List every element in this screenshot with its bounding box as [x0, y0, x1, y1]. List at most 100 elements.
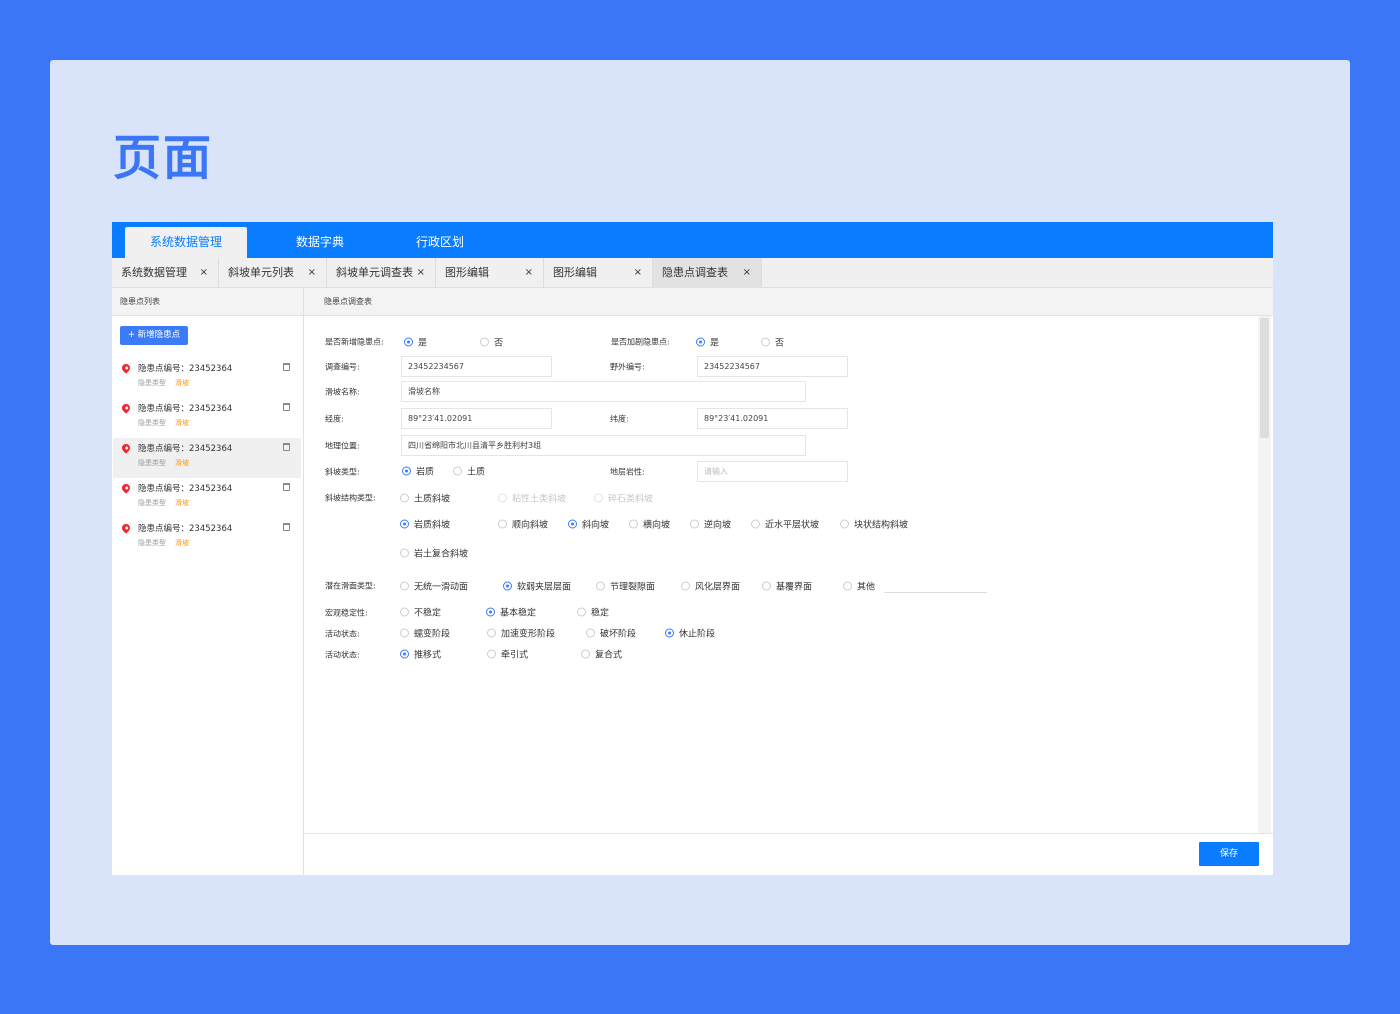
radio-circle[interactable]	[486, 607, 495, 617]
hazard-list-item[interactable]: 隐患点编号：23452364 隐患类型 滑坡	[113, 478, 301, 518]
structure-rock-radio[interactable]: 近水平层状坡	[751, 518, 819, 531]
radio-circle[interactable]	[400, 548, 409, 558]
radio-circle[interactable]	[594, 493, 603, 503]
hazard-list-item[interactable]: 隐患点编号：23452364 隐患类型 滑坡	[113, 358, 301, 398]
slip-surface-radio[interactable]: 无统一滑动面	[400, 580, 468, 593]
activity2-radio[interactable]: 推移式	[400, 648, 441, 661]
radio-circle[interactable]	[498, 493, 507, 503]
radio-circle[interactable]	[581, 649, 590, 659]
is-new-radio[interactable]: 否	[480, 336, 503, 349]
close-icon[interactable]: ×	[742, 267, 751, 278]
radio-circle[interactable]	[762, 581, 771, 591]
structure-rock-radio[interactable]: 顺向斜坡	[498, 518, 548, 531]
structure-rock-radio[interactable]: 斜向坡	[568, 518, 609, 531]
field-no-input[interactable]	[697, 356, 848, 377]
delete-icon[interactable]	[283, 363, 290, 371]
structure-rock-radio[interactable]: 横向坡	[629, 518, 670, 531]
radio-circle[interactable]	[400, 493, 409, 503]
stability-radio[interactable]: 稳定	[577, 606, 609, 619]
radio-circle[interactable]	[843, 581, 852, 591]
slope-name-input[interactable]	[401, 381, 806, 402]
page-tab[interactable]: 图形编辑 ×	[436, 258, 544, 288]
radio-circle[interactable]	[487, 649, 496, 659]
is-new-radio[interactable]: 是	[404, 336, 427, 349]
radio-circle[interactable]	[503, 581, 512, 591]
radio-circle[interactable]	[480, 337, 489, 347]
activity2-radio[interactable]: 复合式	[581, 648, 622, 661]
radio-circle[interactable]	[400, 649, 409, 659]
scrollbar[interactable]	[1258, 316, 1271, 833]
structure-rock-radio[interactable]: 块状结构斜坡	[840, 518, 908, 531]
radio-circle[interactable]	[690, 519, 699, 529]
radio-circle[interactable]	[404, 337, 413, 347]
radio-circle[interactable]	[400, 628, 409, 638]
page-tab[interactable]: 斜坡单元列表 ×	[219, 258, 327, 288]
slip-surface-radio[interactable]: 软弱夹层层面	[503, 580, 571, 593]
is-worse-radio[interactable]: 否	[761, 336, 784, 349]
location-input[interactable]	[401, 435, 806, 456]
hazard-list-item[interactable]: 隐患点编号：23452364 隐患类型 滑坡	[113, 438, 301, 478]
close-icon[interactable]: ×	[307, 267, 316, 278]
nav-tab-admin-region[interactable]: 行政区划	[415, 235, 464, 249]
slope-type-radio[interactable]: 土质	[453, 465, 485, 478]
is-worse-radio[interactable]: 是	[696, 336, 719, 349]
structure-rock-radio[interactable]: 岩质斜坡	[400, 518, 450, 531]
activity-radio[interactable]: 蠕变阶段	[400, 627, 450, 640]
structure-soil-radio[interactable]: 土质斜坡	[400, 492, 450, 505]
radio-circle[interactable]	[487, 628, 496, 638]
delete-icon[interactable]	[283, 523, 290, 531]
delete-icon[interactable]	[283, 483, 290, 491]
radio-circle[interactable]	[751, 519, 760, 529]
delete-icon[interactable]	[283, 443, 290, 451]
structure-mixed-radio[interactable]: 岩土复合斜坡	[400, 547, 468, 560]
delete-icon[interactable]	[283, 403, 290, 411]
slip-surface-radio[interactable]: 节理裂隙面	[596, 580, 655, 593]
activity-radio[interactable]: 加速变形阶段	[487, 627, 555, 640]
scrollbar-thumb[interactable]	[1260, 318, 1269, 438]
radio-circle[interactable]	[696, 337, 705, 347]
hazard-list-item[interactable]: 隐患点编号：23452364 隐患类型 滑坡	[113, 398, 301, 438]
save-button[interactable]: 保存	[1199, 842, 1259, 866]
hazard-list-item[interactable]: 隐患点编号：23452364 隐患类型 滑坡	[113, 518, 301, 558]
radio-circle[interactable]	[402, 466, 411, 476]
radio-circle[interactable]	[400, 519, 409, 529]
radio-circle[interactable]	[681, 581, 690, 591]
activity-radio[interactable]: 破坏阶段	[586, 627, 636, 640]
survey-no-input[interactable]	[401, 356, 552, 377]
close-icon[interactable]: ×	[416, 267, 425, 278]
latitude-input[interactable]	[697, 408, 848, 429]
radio-circle[interactable]	[400, 607, 409, 617]
radio-circle[interactable]	[577, 607, 586, 617]
slope-type-radio[interactable]: 岩质	[402, 465, 434, 478]
nav-tab-system-data[interactable]: 系统数据管理	[125, 227, 247, 258]
add-hazard-button[interactable]: + 新增隐患点	[120, 326, 188, 345]
activity-radio[interactable]: 休止阶段	[665, 627, 715, 640]
radio-circle[interactable]	[400, 581, 409, 591]
lithology-input[interactable]	[697, 461, 848, 482]
close-icon[interactable]: ×	[633, 267, 642, 278]
page-tab[interactable]: 系统数据管理 ×	[112, 258, 219, 288]
close-icon[interactable]: ×	[524, 267, 533, 278]
page-tab[interactable]: 斜坡单元调查表 ×	[327, 258, 436, 288]
radio-circle[interactable]	[568, 519, 577, 529]
stability-radio[interactable]: 不稳定	[400, 606, 441, 619]
other-input[interactable]	[884, 592, 987, 593]
close-icon[interactable]: ×	[199, 267, 208, 278]
radio-circle[interactable]	[586, 628, 595, 638]
longitude-input[interactable]	[401, 408, 552, 429]
radio-circle[interactable]	[498, 519, 507, 529]
slip-surface-radio[interactable]: 其他	[843, 580, 875, 593]
slip-surface-radio[interactable]: 基覆界面	[762, 580, 812, 593]
radio-circle[interactable]	[761, 337, 770, 347]
page-tab[interactable]: 图形编辑 ×	[544, 258, 653, 288]
page-tab[interactable]: 隐患点调查表 ×	[653, 258, 762, 288]
stability-radio[interactable]: 基本稳定	[486, 606, 536, 619]
radio-circle[interactable]	[453, 466, 462, 476]
slip-surface-radio[interactable]: 风化层界面	[681, 580, 740, 593]
radio-circle[interactable]	[629, 519, 638, 529]
structure-rock-radio[interactable]: 逆向坡	[690, 518, 731, 531]
radio-circle[interactable]	[665, 628, 674, 638]
radio-circle[interactable]	[840, 519, 849, 529]
nav-tab-dictionary[interactable]: 数据字典	[295, 235, 344, 249]
radio-circle[interactable]	[596, 581, 605, 591]
